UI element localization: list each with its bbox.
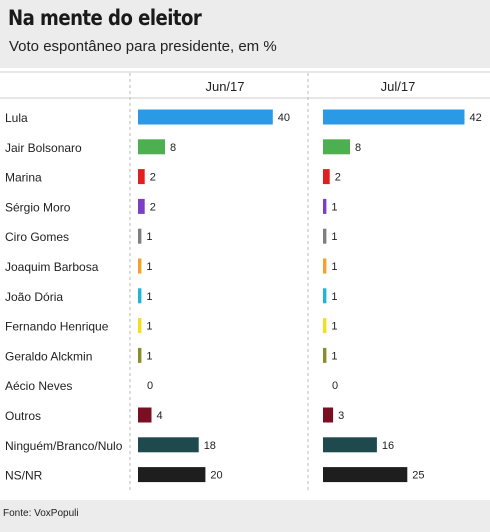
bar xyxy=(323,228,327,244)
chart-subtitle: Voto espontâneo para presidente, em % xyxy=(9,38,277,55)
bar xyxy=(138,228,142,244)
bar xyxy=(138,169,145,185)
bar xyxy=(323,139,350,155)
value-label: 1 xyxy=(331,231,337,243)
bar xyxy=(138,139,165,155)
source-note: Fonte: VoxPopuli xyxy=(3,508,79,519)
category-label: Lula xyxy=(5,111,28,125)
bar xyxy=(323,467,408,483)
header: Na mente do eleitor Voto espontâneo para… xyxy=(0,0,490,68)
chart-title: Na mente do eleitor xyxy=(8,6,202,30)
value-label: 40 xyxy=(278,112,290,124)
category-label: Joaquim Barbosa xyxy=(5,260,99,274)
value-label: 4 xyxy=(157,410,163,422)
value-label: 8 xyxy=(170,142,176,154)
category-label: Jair Bolsonaro xyxy=(5,141,82,155)
category-label: Outros xyxy=(5,409,41,423)
bar xyxy=(138,288,142,304)
column-header: Jun/17 xyxy=(205,79,244,94)
value-label: 25 xyxy=(412,470,424,482)
bar xyxy=(323,258,327,274)
category-label: NS/NR xyxy=(5,469,43,483)
column-header: Jul/17 xyxy=(381,79,416,94)
value-label: 1 xyxy=(146,321,152,333)
value-label: 20 xyxy=(210,470,222,482)
category-label: Ciro Gomes xyxy=(5,230,69,244)
value-label: 2 xyxy=(150,201,156,213)
bar xyxy=(138,198,145,214)
bar xyxy=(323,198,327,214)
value-label: 1 xyxy=(331,261,337,273)
bar xyxy=(138,437,199,453)
category-label: Ninguém/Branco/Nulo xyxy=(5,439,123,453)
bar xyxy=(323,347,327,363)
bar xyxy=(323,407,334,423)
category-label: Fernando Henrique xyxy=(5,320,109,334)
category-label: Marina xyxy=(5,171,42,185)
bar xyxy=(323,109,465,125)
value-label: 2 xyxy=(335,172,341,184)
value-label: 1 xyxy=(331,201,337,213)
bar xyxy=(323,169,330,185)
bar xyxy=(138,258,142,274)
bar xyxy=(138,347,142,363)
value-label: 2 xyxy=(150,172,156,184)
bar xyxy=(323,437,377,453)
category-label: Aécio Neves xyxy=(5,379,72,393)
value-label: 1 xyxy=(331,350,337,362)
value-label: 3 xyxy=(338,410,344,422)
value-label: 1 xyxy=(331,321,337,333)
bar xyxy=(138,407,152,423)
value-label: 1 xyxy=(146,231,152,243)
value-label: 8 xyxy=(355,142,361,154)
category-label: Sérgio Moro xyxy=(5,200,71,214)
value-label: 1 xyxy=(146,350,152,362)
value-label: 1 xyxy=(146,261,152,273)
value-label: 18 xyxy=(204,440,216,452)
category-label: João Dória xyxy=(5,290,63,304)
footer: Fonte: VoxPopuli xyxy=(0,500,490,532)
value-label: 1 xyxy=(146,291,152,303)
bar xyxy=(138,318,142,334)
value-label: 16 xyxy=(382,440,394,452)
value-label: 42 xyxy=(470,112,482,124)
category-label: Geraldo Alckmin xyxy=(5,349,92,363)
bar xyxy=(138,467,206,483)
bar xyxy=(323,318,327,334)
bar xyxy=(323,288,327,304)
value-label: 1 xyxy=(331,291,337,303)
value-label: 0 xyxy=(147,380,153,392)
bar xyxy=(138,109,273,125)
value-label: 0 xyxy=(332,380,338,392)
